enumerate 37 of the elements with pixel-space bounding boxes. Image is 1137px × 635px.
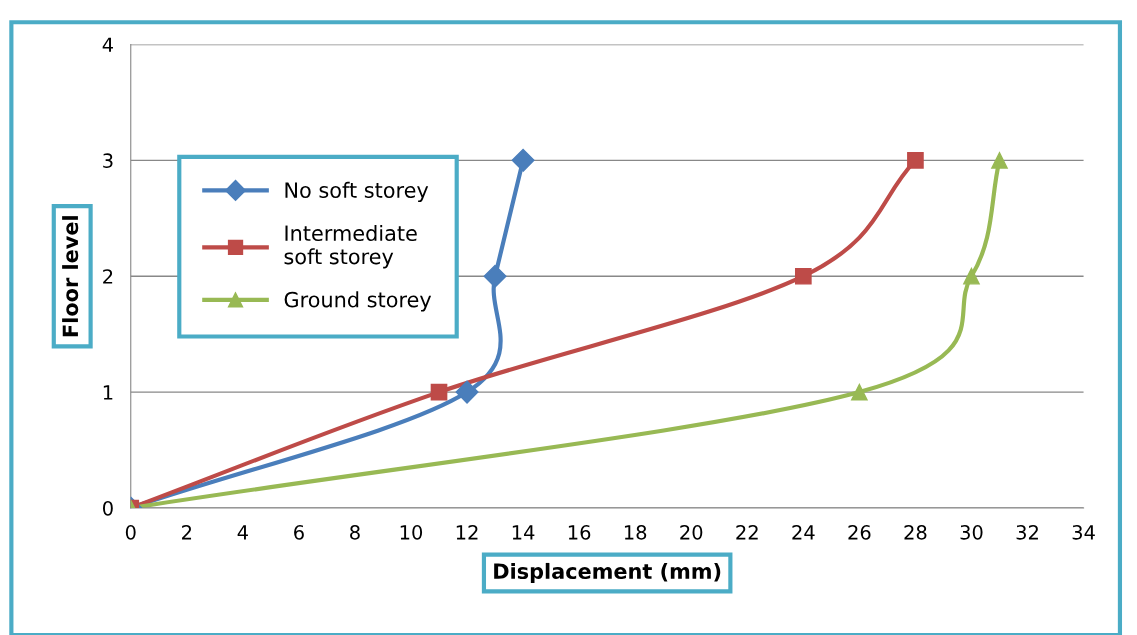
- x-tick-label: 0: [125, 525, 136, 540]
- x-tick-label: 18: [624, 525, 647, 540]
- x-tick-label: 22: [736, 525, 758, 540]
- legend-label: No soft storey: [285, 181, 429, 203]
- point: [430, 383, 448, 401]
- point: [511, 148, 535, 172]
- x-tick-label: 32: [1016, 525, 1038, 540]
- x-tick-label: 28: [904, 525, 927, 540]
- legend-label: Ground storey: [284, 291, 432, 312]
- point: [907, 152, 924, 169]
- point: [794, 267, 812, 285]
- point: [851, 383, 868, 401]
- y-tick-label: 1: [103, 385, 113, 400]
- y-tick-label: 4: [102, 37, 113, 52]
- x-tick-label: 8: [350, 525, 360, 540]
- x-tick-label: 12: [456, 525, 478, 540]
- y-tick-label: 0: [103, 500, 113, 516]
- x-axis-title: Displacement (mm): [494, 562, 721, 584]
- x-tick-label: 26: [848, 525, 871, 540]
- x-tick-label: 34: [1072, 525, 1095, 540]
- point: [483, 264, 507, 288]
- x-tick-label: 20: [680, 525, 703, 540]
- x-tick-label: 30: [960, 525, 983, 540]
- x-tick-label: 6: [294, 525, 304, 540]
- y-axis-title: Floor level: [62, 216, 79, 337]
- y-tick-label: 2: [103, 269, 113, 284]
- point: [455, 380, 479, 404]
- y-tick-label: 3: [103, 153, 113, 168]
- x-tick-label: 14: [512, 525, 535, 540]
- x-tick-label: 4: [237, 525, 248, 540]
- x-tick-label: 2: [182, 525, 192, 540]
- point: [991, 152, 1008, 169]
- legend-label: Intermediate soft storey: [284, 224, 417, 269]
- x-tick-label: 16: [568, 525, 591, 540]
- point: [963, 267, 980, 285]
- x-tick-label: 24: [792, 525, 815, 540]
- x-tick-label: 10: [400, 525, 423, 540]
